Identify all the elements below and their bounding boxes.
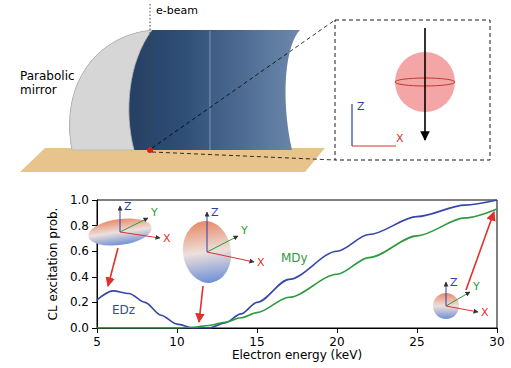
svg-text:30: 30 bbox=[489, 335, 504, 349]
svg-text:0.4: 0.4 bbox=[70, 270, 89, 284]
svg-text:Y: Y bbox=[472, 280, 480, 293]
svg-text:Z: Z bbox=[124, 200, 132, 213]
svg-text:0.0: 0.0 bbox=[70, 321, 89, 335]
svg-text:0.8: 0.8 bbox=[70, 219, 89, 233]
svg-text:Electron energy (keV): Electron energy (keV) bbox=[232, 348, 362, 362]
svg-text:EDz: EDz bbox=[112, 303, 135, 317]
svg-text:20: 20 bbox=[329, 335, 344, 349]
svg-text:15: 15 bbox=[249, 335, 264, 349]
svg-text:1.0: 1.0 bbox=[70, 193, 89, 207]
svg-text:X: X bbox=[257, 256, 265, 269]
svg-text:Z: Z bbox=[357, 100, 365, 113]
svg-text:X: X bbox=[481, 306, 489, 319]
svg-text:25: 25 bbox=[409, 335, 424, 349]
svg-text:5: 5 bbox=[93, 335, 101, 349]
svg-text:X: X bbox=[163, 232, 171, 245]
svg-text:10: 10 bbox=[169, 335, 184, 349]
svg-text:Z: Z bbox=[211, 206, 219, 219]
svg-text:MDy: MDy bbox=[281, 251, 308, 265]
svg-text:Y: Y bbox=[240, 224, 248, 237]
svg-text:Z: Z bbox=[450, 276, 458, 289]
svg-text:Parabolicmirror: Parabolicmirror bbox=[20, 69, 75, 97]
svg-text:0.6: 0.6 bbox=[70, 244, 89, 258]
svg-text:0.2: 0.2 bbox=[70, 295, 89, 309]
svg-text:e-beam: e-beam bbox=[156, 4, 198, 17]
svg-text:Y: Y bbox=[150, 206, 158, 219]
svg-text:X: X bbox=[396, 132, 404, 145]
svg-text:CL excitation prob.: CL excitation prob. bbox=[46, 208, 60, 321]
